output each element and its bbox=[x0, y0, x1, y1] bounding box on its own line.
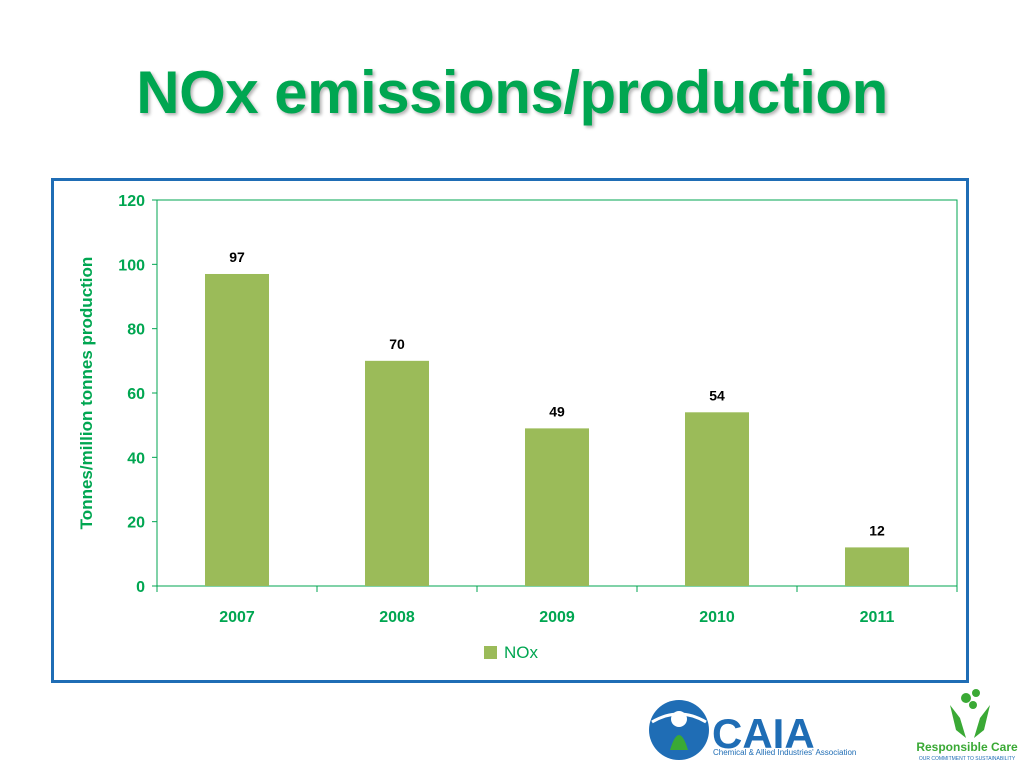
legend-swatch bbox=[484, 646, 497, 659]
bar-2010 bbox=[685, 412, 749, 586]
caia-tagline: Chemical & Allied Industries' Associatio… bbox=[713, 748, 856, 757]
data-label: 97 bbox=[229, 249, 245, 265]
slide-title: NOx emissions/production bbox=[136, 59, 888, 126]
legend-label: NOx bbox=[504, 643, 539, 662]
rc-right-hand-icon bbox=[974, 705, 990, 738]
y-axis-title: Tonnes/million tonnes production bbox=[77, 257, 96, 530]
responsible-care-logo: Responsible Care OUR COMMITMENT TO SUSTA… bbox=[916, 689, 1018, 762]
rc-molecule-dot bbox=[969, 701, 977, 709]
data-label: 70 bbox=[389, 336, 405, 352]
caia-globe-icon bbox=[649, 700, 709, 760]
bar-2007 bbox=[205, 273, 269, 586]
data-label: 54 bbox=[709, 387, 725, 403]
caia-globe-arc bbox=[651, 712, 707, 724]
x-tick-label: 2011 bbox=[860, 609, 895, 626]
x-tick-label: 2010 bbox=[699, 609, 735, 626]
y-tick-label: 40 bbox=[127, 450, 145, 467]
x-tick-label: 2008 bbox=[379, 609, 415, 626]
nox-bar-chart: 0 20 40 60 80 100 120 Tonnes/million tonnes pro… bbox=[77, 193, 958, 662]
y-tick-label: 60 bbox=[127, 386, 145, 403]
rc-wordmark: Responsible Care bbox=[916, 740, 1018, 754]
y-tick-label: 0 bbox=[136, 579, 145, 596]
chart-frame: 0 20 40 60 80 100 120 Tonnes/million tonnes pro… bbox=[51, 178, 969, 683]
x-tick-label: 2009 bbox=[539, 609, 575, 626]
y-tick-label: 20 bbox=[127, 515, 145, 532]
rc-left-hand-icon bbox=[950, 705, 966, 738]
bar-2009 bbox=[525, 428, 589, 586]
data-label: 49 bbox=[549, 403, 565, 419]
x-tick-label: 2007 bbox=[219, 609, 255, 626]
caia-logo: CAIA Chemical & Allied Industries' Assoc… bbox=[649, 700, 856, 760]
rc-molecule-dot bbox=[972, 689, 980, 697]
bar-2011 bbox=[845, 547, 909, 586]
caia-globe-head bbox=[671, 711, 687, 727]
rc-molecule-icon bbox=[961, 693, 971, 703]
caia-wordmark: CAIA bbox=[712, 710, 815, 757]
rc-tagline: OUR COMMITMENT TO SUSTAINABILITY bbox=[919, 756, 1016, 762]
data-label: 12 bbox=[869, 522, 885, 538]
y-tick-label: 120 bbox=[118, 193, 145, 210]
caia-leaf-icon bbox=[670, 735, 688, 750]
bar-2008 bbox=[365, 360, 429, 586]
y-tick-label: 80 bbox=[127, 322, 145, 339]
y-tick-label: 100 bbox=[118, 257, 145, 274]
